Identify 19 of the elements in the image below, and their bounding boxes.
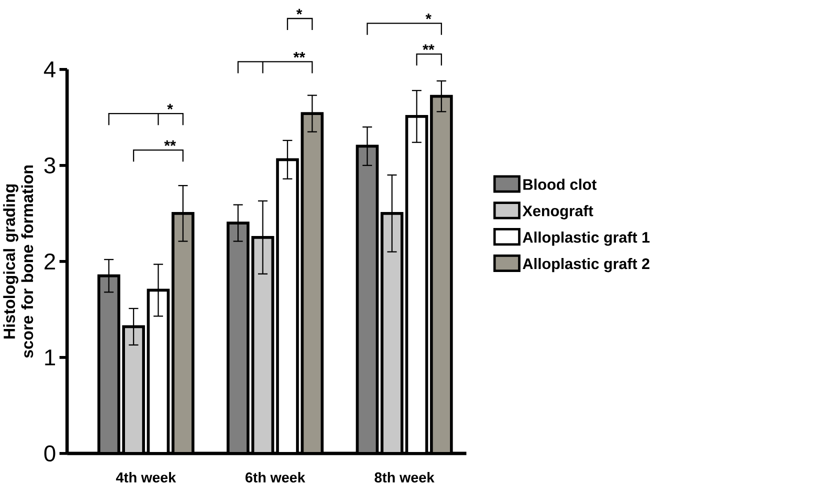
x-tick-label: 4th week <box>116 472 176 483</box>
annotation: * <box>167 104 174 110</box>
x-tick-label: 6th week <box>246 472 306 483</box>
y-tick-label: 2 <box>44 253 55 270</box>
text: ** <box>293 52 306 58</box>
legend-label: Alloplastic graft 2 <box>522 258 650 272</box>
y-axis-title: Histological grading score for bone formation <box>3 165 34 358</box>
legend-label: Blood clot <box>523 178 597 190</box>
y-tick-label: 1 <box>45 350 56 366</box>
legend-label: Xenograft <box>522 205 594 220</box>
y-tick-label: 3 <box>44 157 56 174</box>
x-tick-label: 8th week <box>374 472 434 483</box>
y-tick-label: 0 <box>44 445 56 462</box>
text: ** <box>422 44 434 50</box>
text: * <box>426 14 432 20</box>
y-tick-label: 4 <box>44 62 56 78</box>
annotation: ** <box>164 140 176 146</box>
legend-label: Alloplastic graft 1 <box>522 232 650 246</box>
text: * <box>296 8 302 14</box>
